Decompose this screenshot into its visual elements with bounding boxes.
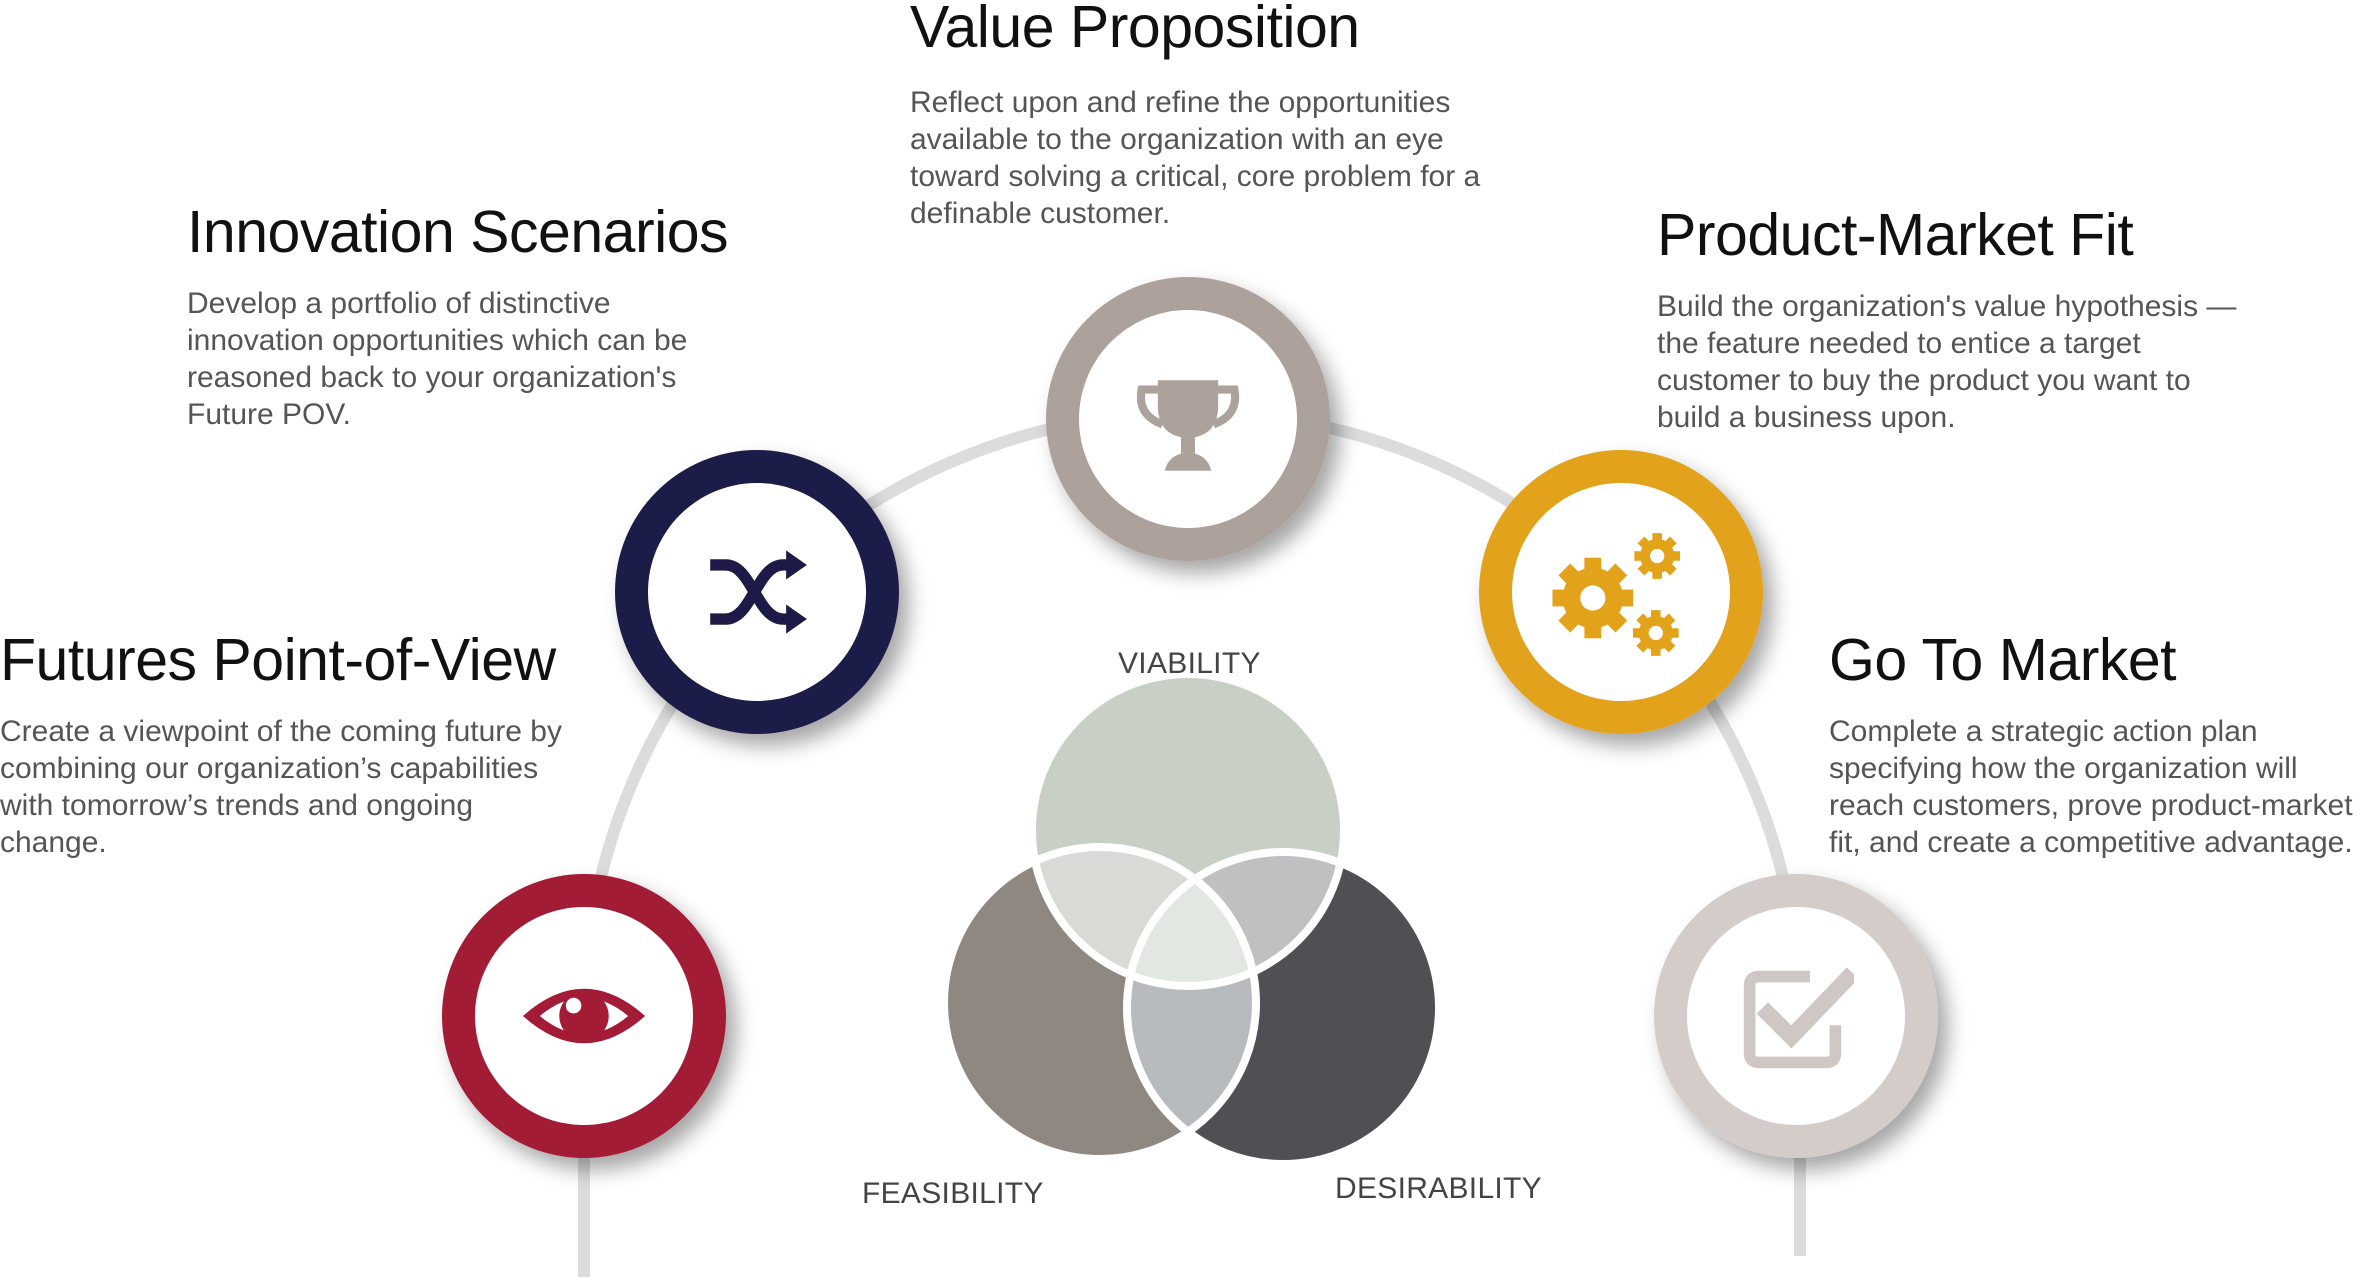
stage-circle-go-to-market xyxy=(1654,874,1938,1158)
stage-circle-innovation-scenarios xyxy=(615,450,899,734)
stage-title: Product-Market Fit xyxy=(1657,202,2134,268)
venn-label-desirability: DESIRABILITY xyxy=(1335,1172,1542,1205)
stage-title: Futures Point-of-View xyxy=(0,627,556,693)
stage-title: Innovation Scenarios xyxy=(187,199,729,265)
stage-description: Develop a portfolio of distinctive innov… xyxy=(187,286,688,431)
stage-text-value-proposition: Value Proposition Reflect upon and refin… xyxy=(910,0,1510,232)
stage-description: Create a viewpoint of the coming future … xyxy=(0,714,562,859)
stage-title: Value Proposition xyxy=(910,0,1360,60)
stage-text-futures-pov: Futures Point-of-View Create a viewpoint… xyxy=(0,628,580,861)
stage-text-go-to-market: Go To Market Complete a strategic action… xyxy=(1829,628,2379,861)
stage-title: Go To Market xyxy=(1829,627,2177,693)
stage-description: Reflect upon and refine the opportunitie… xyxy=(910,85,1481,230)
venn-label-viability: VIABILITY xyxy=(1118,647,1261,680)
stage-text-innovation-scenarios: Innovation Scenarios Develop a portfolio… xyxy=(187,200,767,433)
stage-circle-futures-pov xyxy=(442,874,726,1158)
stage-description: Complete a strategic action plan specify… xyxy=(1829,714,2353,859)
venn-diagram xyxy=(940,670,1443,1168)
stage-circle-product-market-fit xyxy=(1479,450,1763,734)
venn-label-feasibility: FEASIBILITY xyxy=(862,1177,1044,1210)
stage-circle-value-proposition xyxy=(1046,277,1330,561)
stage-description: Build the organization's value hypothesi… xyxy=(1657,289,2237,434)
venn-center-overlap xyxy=(1127,852,1256,986)
stage-text-product-market-fit: Product-Market Fit Build the organizatio… xyxy=(1657,203,2257,436)
